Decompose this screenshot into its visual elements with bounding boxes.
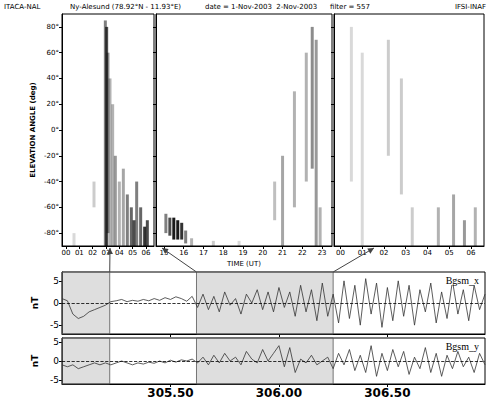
svg-text:15: 15 [159, 249, 168, 257]
svg-text:-60°: -60° [44, 203, 59, 211]
svg-text:20°: 20° [47, 100, 59, 108]
svg-text:18: 18 [219, 249, 228, 257]
svg-text:06: 06 [466, 249, 475, 257]
svg-text:-5: -5 [50, 320, 59, 330]
svg-text:nT: nT [30, 296, 40, 309]
svg-text:00: 00 [336, 249, 345, 257]
svg-text:-80°: -80° [44, 229, 59, 237]
svg-text:17: 17 [199, 249, 208, 257]
svg-text:306.00: 306.00 [256, 386, 302, 400]
svg-text:60°: 60° [47, 49, 59, 57]
svg-text:02: 02 [88, 249, 97, 257]
svg-text:ELEVATION ANGLE (deg): ELEVATION ANGLE (deg) [29, 82, 37, 177]
svg-text:04: 04 [423, 249, 432, 257]
svg-text:-20°: -20° [44, 152, 59, 160]
svg-text:Ny-Alesund (78.92°N - 11.93°E): Ny-Alesund (78.92°N - 11.93°E) [70, 3, 181, 11]
svg-text:21: 21 [278, 249, 287, 257]
svg-text:03: 03 [101, 248, 111, 257]
svg-text:Bgsm_y: Bgsm_y [446, 341, 479, 352]
svg-text:-40°: -40° [44, 178, 59, 186]
svg-text:05: 05 [445, 249, 454, 257]
svg-text:40°: 40° [47, 74, 59, 82]
svg-text:5: 5 [53, 276, 59, 286]
svg-text:0: 0 [53, 356, 59, 366]
svg-text:date = 1-Nov-2003 2-Nov-2003: date = 1-Nov-2003 2-Nov-2003 [205, 3, 317, 11]
svg-text:03: 03 [401, 249, 410, 257]
svg-text:0: 0 [53, 298, 59, 308]
svg-text:80°: 80° [47, 23, 59, 31]
svg-text:19: 19 [239, 249, 248, 257]
svg-text:305.50: 305.50 [147, 386, 193, 400]
svg-text:20: 20 [258, 249, 267, 257]
svg-text:0°: 0° [51, 126, 59, 134]
svg-text:01: 01 [357, 248, 367, 257]
svg-text:16: 16 [179, 249, 188, 257]
svg-text:05: 05 [128, 249, 137, 257]
svg-text:TIME (UT): TIME (UT) [226, 260, 261, 268]
svg-text:filter = 557: filter = 557 [330, 3, 370, 11]
svg-text:IFSI-INAF: IFSI-INAF [455, 3, 486, 11]
svg-text:5: 5 [53, 337, 59, 347]
svg-text:01: 01 [75, 249, 84, 257]
svg-text:00: 00 [62, 249, 71, 257]
svg-text:04: 04 [115, 249, 124, 257]
svg-text:23: 23 [318, 249, 327, 257]
svg-text:06: 06 [142, 249, 151, 257]
svg-text:306.50: 306.50 [364, 386, 410, 400]
svg-text:22: 22 [298, 249, 307, 257]
svg-text:Bgsm_x: Bgsm_x [446, 275, 479, 286]
svg-text:ITACA-NAL: ITACA-NAL [4, 3, 41, 11]
svg-text:02: 02 [380, 249, 389, 257]
svg-text:nT: nT [30, 354, 40, 367]
svg-text:-5: -5 [50, 375, 59, 385]
